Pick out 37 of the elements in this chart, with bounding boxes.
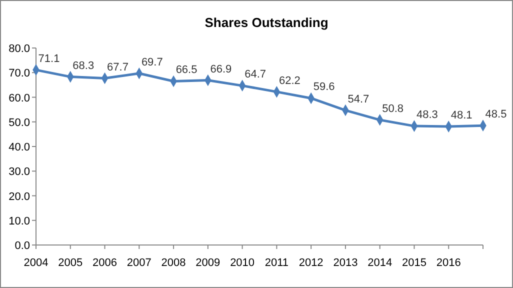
data-label: 48.5 xyxy=(485,108,507,121)
y-tick-label: 80.0 xyxy=(8,43,30,55)
y-tick-label: 30.0 xyxy=(8,166,30,178)
y-tick-label: 50.0 xyxy=(8,116,30,129)
data-label: 66.5 xyxy=(176,64,198,76)
chart-title: Shares Outstanding xyxy=(204,15,328,30)
data-label: 69.7 xyxy=(141,56,163,68)
y-tick-label: 20.0 xyxy=(8,190,30,203)
x-tick-label: 2013 xyxy=(333,257,358,269)
data-label: 50.8 xyxy=(382,102,404,115)
data-label: 64.7 xyxy=(244,68,266,81)
x-tick-label: 2004 xyxy=(24,257,48,269)
y-tick-label: 10.0 xyxy=(8,215,30,228)
x-tick-label: 2016 xyxy=(436,257,461,269)
data-label: 48.1 xyxy=(450,110,472,122)
y-tick-label: 70.0 xyxy=(8,68,30,80)
x-tick-label: 2012 xyxy=(298,257,324,269)
y-tick-label: 60.0 xyxy=(8,92,30,104)
x-tick-label: 2006 xyxy=(92,257,118,269)
x-tick-label: 2015 xyxy=(402,257,426,269)
data-label: 66.9 xyxy=(210,63,232,76)
data-label: 59.6 xyxy=(313,81,335,94)
x-tick-label: 2005 xyxy=(58,257,83,269)
x-tick-label: 2011 xyxy=(264,257,289,269)
y-tick-label: 40.0 xyxy=(8,142,30,154)
data-label: 54.7 xyxy=(348,93,370,106)
data-label: 48.3 xyxy=(416,109,438,122)
y-tick-label: 0.0 xyxy=(14,240,30,252)
x-tick-label: 2007 xyxy=(126,257,152,269)
x-tick-label: 2014 xyxy=(368,257,392,269)
data-label: 62.2 xyxy=(278,74,300,87)
data-label: 68.3 xyxy=(72,60,94,72)
x-tick-label: 2010 xyxy=(230,257,255,269)
x-tick-label: 2009 xyxy=(196,257,220,269)
x-tick-label: 2008 xyxy=(161,257,186,269)
data-label: 67.7 xyxy=(107,61,128,74)
data-label: 71.1 xyxy=(38,52,60,65)
